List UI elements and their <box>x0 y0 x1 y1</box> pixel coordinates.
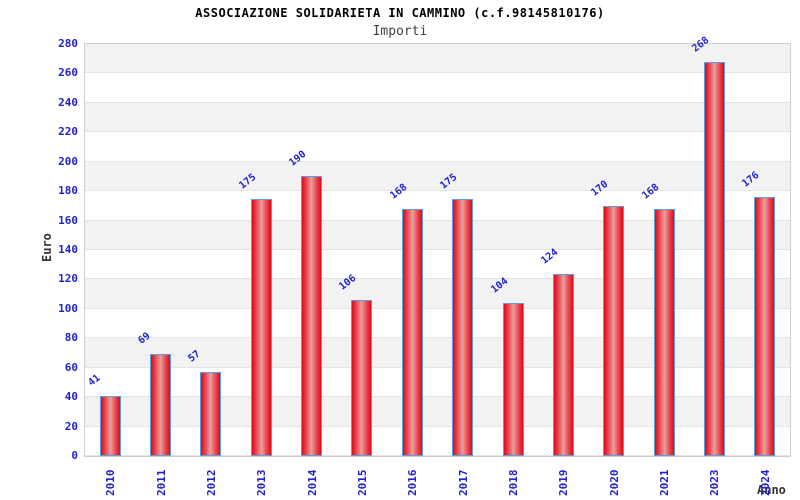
bar <box>653 208 675 456</box>
grid-band <box>85 308 790 339</box>
chart-subtitle: Importi <box>372 24 428 39</box>
y-tick-label: 240 <box>58 95 78 109</box>
y-tick-label: 180 <box>58 184 78 198</box>
y-tick-label: 0 <box>71 449 78 462</box>
bar <box>250 198 272 456</box>
x-tick-label: 2018 <box>507 469 521 497</box>
bar <box>603 205 625 456</box>
bar <box>552 273 574 456</box>
chart-title: ASSOCIAZIONE SOLIDARIETA IN CAMMINO (c.f… <box>195 6 605 20</box>
x-tick-label: 2015 <box>355 469 369 497</box>
bar <box>452 198 474 456</box>
bar <box>502 302 524 456</box>
y-tick-label: 20 <box>64 419 78 433</box>
bar <box>99 395 121 456</box>
grid-band <box>85 220 790 250</box>
y-tick-label: 120 <box>58 272 78 286</box>
x-tick-label: 2010 <box>104 469 118 497</box>
x-tick-label: 2021 <box>658 469 672 497</box>
x-tick-label: 2024 <box>758 469 772 497</box>
grid-band <box>85 250 790 280</box>
y-tick-label: 280 <box>58 37 78 50</box>
grid-band <box>85 397 790 427</box>
y-tick-label: 60 <box>64 360 78 374</box>
grid-band <box>85 73 790 103</box>
bar <box>401 208 423 456</box>
grid-band <box>85 102 790 133</box>
x-tick-label: 2013 <box>255 469 269 497</box>
bar <box>351 300 373 456</box>
y-tick-label: 160 <box>58 213 78 227</box>
x-tick-label: 2016 <box>406 469 420 497</box>
y-tick-label: 220 <box>58 125 78 139</box>
y-tick-label: 140 <box>58 243 78 256</box>
y-tick-label: 80 <box>64 331 78 345</box>
x-axis-label: Anno <box>757 483 786 497</box>
grid-band <box>85 279 790 309</box>
x-tick-label: 2012 <box>204 469 218 497</box>
x-tick-label: 2020 <box>607 469 621 497</box>
grid-band <box>85 132 790 162</box>
plot-area <box>84 43 791 457</box>
y-tick-label: 200 <box>58 154 78 168</box>
y-tick-label: 260 <box>58 66 78 80</box>
bar <box>200 372 222 456</box>
grid-band <box>85 44 790 74</box>
y-tick-label: 40 <box>64 390 78 404</box>
grid-band <box>85 426 790 456</box>
bar <box>301 176 323 456</box>
x-tick-label: 2011 <box>154 469 168 497</box>
bar <box>150 354 172 456</box>
bar <box>703 61 725 456</box>
bar <box>754 197 776 456</box>
x-tick-label: 2019 <box>557 469 571 497</box>
grid-band <box>85 367 790 398</box>
x-tick-label: 2017 <box>456 469 470 497</box>
x-tick-label: 2014 <box>305 469 319 497</box>
x-tick-label: 2023 <box>708 469 722 497</box>
grid-band <box>85 161 790 192</box>
y-tick-label: 100 <box>58 301 78 315</box>
grid-band <box>85 191 790 221</box>
